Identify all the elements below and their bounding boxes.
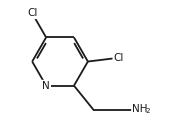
Text: 2: 2 xyxy=(145,108,150,114)
Text: Cl: Cl xyxy=(27,8,37,18)
Text: NH: NH xyxy=(132,104,147,114)
Text: N: N xyxy=(42,81,50,91)
Text: Cl: Cl xyxy=(113,53,124,63)
